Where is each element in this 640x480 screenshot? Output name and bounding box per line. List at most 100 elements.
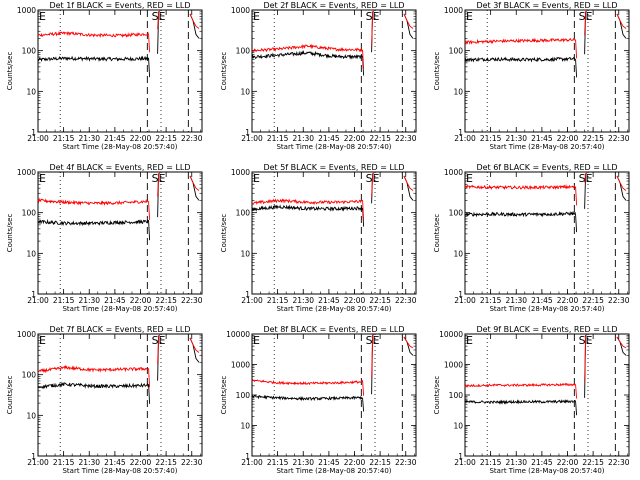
lld-tail [403,175,414,191]
plot-frame [37,171,203,295]
x-tick-label: 21:15 [267,458,289,467]
y-tick-label: 10000 [226,330,250,339]
x-tick-label: 21:30 [292,296,314,305]
lld-tail [189,175,200,191]
y-tick-label: 100 [449,391,464,400]
marker-E: E [39,172,46,185]
x-tick-label: 21:00 [241,296,263,305]
y-axis-label: Counts/sec [220,376,228,415]
x-tick-label: 22:15 [369,134,391,143]
panel-title: Det 6f BLACK = Events, RED = LLD [476,163,617,172]
y-tick-label: 1 [31,128,36,137]
plot-frame [251,333,417,457]
lld-series-line [37,31,151,53]
y-tick-label: 10 [240,249,250,258]
x-tick-label: 21:00 [241,458,263,467]
x-tick-label: 22:15 [582,458,604,467]
x-tick-label: 21:45 [531,458,553,467]
x-axis-label: Start Time (28-May-08 20:57:40) [276,467,391,475]
x-tick-label: 21:15 [53,134,75,143]
panel-8: Det 8f BLACK = Events, RED = LLD 1 10 100 10… [220,325,417,475]
x-tick-label: 22:30 [395,134,417,143]
panel-5: Det 5f BLACK = Events, RED = LLD 1 10 100 10… [220,163,417,313]
y-tick-label: 1000 [17,6,36,15]
x-tick-label: 21:45 [531,296,553,305]
lld-tail [403,336,414,349]
plot-frame [37,333,203,457]
x-tick-label: 21:15 [480,134,502,143]
x-axis-label: Start Time (28-May-08 20:57:40) [62,305,177,313]
x-tick-label: 22:30 [395,296,417,305]
x-tick-label: 22:15 [155,296,177,305]
x-tick-label: 21:30 [78,458,100,467]
x-tick-label: 21:30 [505,134,527,143]
x-tick-label: 22:30 [181,296,203,305]
lld-spike [371,172,374,197]
panel-title: Det 1f BLACK = Events, RED = LLD [49,1,190,10]
x-tick-label: 22:15 [369,458,391,467]
lld-spike [371,10,374,46]
plot-frame [37,9,203,133]
y-axis-label: Counts/sec [220,52,228,91]
y-tick-label: 1 [245,290,250,299]
x-axis-label: Start Time (28-May-08 20:57:40) [62,467,177,475]
marker-E: E [253,10,260,23]
lld-series-line [252,198,365,220]
x-tick-label: 21:30 [78,134,100,143]
x-tick-label: 22:00 [344,458,366,467]
lld-tail [189,337,200,353]
x-axis-label: Start Time (28-May-08 20:57:40) [489,305,604,313]
y-tick-label: 10 [453,422,463,431]
panel-9: Det 9f BLACK = Events, RED = LLD 1 10 100 10… [433,325,630,475]
x-tick-label: 21:00 [454,134,476,143]
x-tick-label: 21:00 [454,458,476,467]
x-tick-label: 22:15 [582,296,604,305]
lld-series-line [464,37,578,59]
x-tick-label: 22:15 [155,458,177,467]
x-tick-label: 21:45 [531,134,553,143]
x-axis-label: Start Time (28-May-08 20:57:40) [62,143,177,151]
y-tick-label: 1000 [444,361,463,370]
x-tick-label: 21:15 [267,134,289,143]
y-axis-label: Counts/sec [433,52,441,91]
lld-series-line [252,43,365,69]
x-tick-label: 21:15 [53,296,75,305]
x-tick-label: 22:15 [582,134,604,143]
panel-2: Det 2f BLACK = Events, RED = LLD 1 10 100 10… [220,1,417,151]
x-tick-label: 21:30 [505,296,527,305]
y-tick-label: 100 [449,47,464,56]
panel-title: Det 3f BLACK = Events, RED = LLD [476,1,617,10]
x-tick-label: 22:00 [130,458,152,467]
events-series-line [251,394,365,412]
y-tick-label: 1000 [444,168,463,177]
x-tick-label: 22:00 [557,296,579,305]
x-tick-label: 22:30 [608,458,630,467]
y-tick-label: 1 [458,290,463,299]
lld-tail [189,13,200,29]
x-tick-label: 22:30 [181,134,203,143]
lld-series-line [37,364,151,388]
y-tick-label: 100 [236,391,251,400]
events-series-line [37,381,151,404]
x-tick-label: 21:15 [480,458,502,467]
panel-title: Det 9f BLACK = Events, RED = LLD [476,325,617,334]
x-tick-label: 21:15 [480,296,502,305]
events-series-line [37,218,151,241]
y-axis-label: Counts/sec [6,214,14,253]
lld-tail [403,13,414,29]
y-axis-label: Counts/sec [433,214,441,253]
y-axis-label: Counts/sec [220,214,228,253]
x-axis-label: Start Time (28-May-08 20:57:40) [489,467,604,475]
panel-title: Det 7f BLACK = Events, RED = LLD [49,325,190,334]
marker-E: E [253,172,260,185]
x-tick-label: 22:00 [344,296,366,305]
x-tick-label: 22:30 [395,458,417,467]
y-tick-label: 10000 [439,330,463,339]
panel-title: Det 5f BLACK = Events, RED = LLD [263,163,404,172]
plot-frame [464,171,630,295]
lld-tail [616,13,627,29]
x-tick-label: 21:30 [292,134,314,143]
y-tick-label: 10 [26,249,36,258]
x-tick-label: 22:00 [130,134,152,143]
plot-frame [464,9,630,133]
